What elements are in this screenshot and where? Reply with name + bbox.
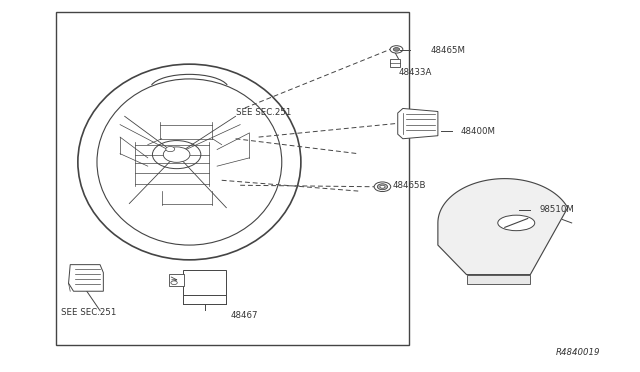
Text: 48467: 48467 — [231, 311, 259, 320]
Polygon shape — [438, 179, 568, 275]
Circle shape — [378, 184, 388, 190]
Bar — [169, 274, 184, 286]
Text: SEE SEC.251: SEE SEC.251 — [236, 108, 291, 117]
Bar — [56, 13, 409, 345]
Polygon shape — [183, 270, 227, 295]
Text: SEE SEC.251: SEE SEC.251 — [61, 308, 116, 317]
Circle shape — [163, 147, 190, 162]
Circle shape — [171, 281, 177, 285]
Text: 48400M: 48400M — [460, 127, 495, 136]
Text: 48465B: 48465B — [393, 182, 426, 190]
Circle shape — [390, 46, 403, 53]
Text: 48433A: 48433A — [398, 68, 432, 77]
Ellipse shape — [498, 215, 535, 231]
Ellipse shape — [97, 79, 282, 245]
Circle shape — [374, 182, 391, 192]
Circle shape — [394, 48, 399, 51]
Text: 98510M: 98510M — [540, 205, 575, 215]
Circle shape — [380, 185, 385, 188]
Ellipse shape — [78, 64, 301, 260]
Polygon shape — [397, 109, 438, 139]
Polygon shape — [68, 264, 103, 291]
Circle shape — [166, 147, 175, 152]
Bar — [390, 59, 400, 67]
Text: R4840019: R4840019 — [556, 349, 600, 357]
Circle shape — [152, 141, 201, 169]
Polygon shape — [467, 275, 531, 284]
Text: 48465M: 48465M — [430, 46, 465, 55]
